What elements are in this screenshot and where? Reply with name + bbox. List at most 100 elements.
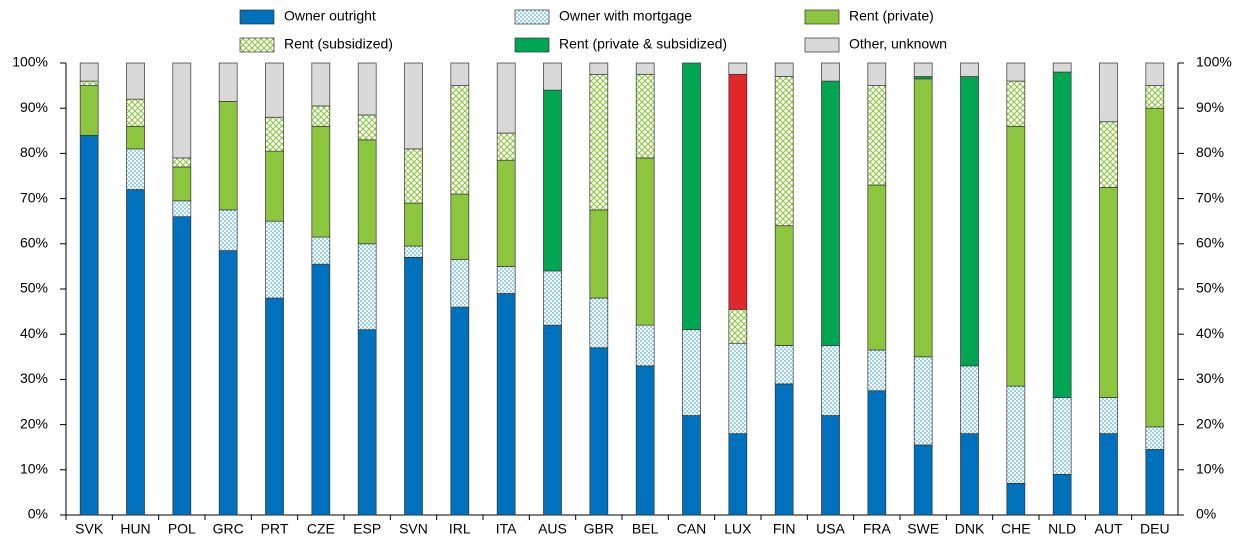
x-tick-label: NLD (1048, 521, 1076, 537)
bar-segment (126, 189, 145, 516)
bar-segment (404, 245, 423, 258)
x-tick-label: AUT (1095, 521, 1123, 537)
bar-segment (172, 216, 192, 516)
bar-segment (126, 98, 145, 127)
bar-segment (635, 73, 655, 159)
bar-segment (218, 62, 238, 102)
bar-segment (913, 356, 933, 446)
bar-segment (589, 347, 609, 516)
y2-tick-label: 20% (1196, 415, 1224, 431)
bar-segment (1145, 107, 1165, 428)
bar-segment (774, 345, 794, 385)
bar-segment (635, 324, 655, 367)
bar-segment (265, 62, 284, 118)
bar-segment (913, 444, 933, 516)
bar-segment (172, 62, 192, 159)
bar-segment (589, 73, 609, 211)
x-tick-label: CHE (1001, 521, 1031, 537)
y-tick-label: 80% (20, 144, 48, 160)
legend-swatch (239, 9, 275, 25)
bar-segment (126, 62, 145, 100)
bar-segment (218, 209, 238, 251)
bar-segment (126, 125, 145, 150)
x-tick-label: ITA (496, 521, 517, 537)
bar-segment (589, 209, 609, 299)
bar-segment (357, 243, 377, 331)
bar-segment (311, 105, 331, 127)
bar-segment (357, 114, 377, 141)
bar-segment (496, 62, 516, 134)
bar-segment (1006, 80, 1026, 127)
bar-segment (913, 62, 933, 77)
bar-segment (682, 415, 701, 516)
y-tick-label: 0% (28, 506, 48, 522)
bar-segment (1145, 62, 1165, 86)
bar-segment (450, 193, 470, 260)
bar-segment (1006, 385, 1026, 484)
bar-segment (635, 157, 655, 326)
bar-segment (357, 62, 377, 116)
bar-segment (450, 259, 470, 308)
bar-segment (728, 342, 748, 434)
bar-segment (357, 329, 377, 516)
x-tick-label: HUN (120, 521, 150, 537)
y2-tick-label: 40% (1196, 325, 1224, 341)
bar-segment (1099, 121, 1118, 188)
bar-segment (543, 324, 562, 516)
legend-swatch (239, 37, 275, 53)
x-tick-label: DNK (955, 521, 985, 537)
x-tick-label: AUS (538, 521, 567, 537)
bar-segment (311, 263, 331, 516)
bar-segment (79, 85, 99, 136)
bar-segment (728, 433, 748, 516)
x-tick-label: SWE (907, 521, 939, 537)
bar-segment (728, 308, 748, 344)
y-tick-label: 10% (20, 461, 48, 477)
bar-segment (404, 148, 423, 204)
bar-segment (265, 220, 284, 299)
bar-segment (589, 297, 609, 349)
x-tick-label: DEU (1140, 521, 1170, 537)
legend-swatch (804, 37, 840, 53)
y2-tick-label: 50% (1196, 280, 1224, 296)
y2-tick-label: 90% (1196, 99, 1224, 115)
x-tick-label: BEL (632, 521, 659, 537)
legend-swatch (514, 9, 550, 25)
bar-segment (265, 297, 284, 516)
legend-label: Other, unknown (849, 36, 947, 52)
bar-segment (960, 433, 979, 516)
bar-segment (774, 225, 794, 346)
x-tick-label: SVK (75, 521, 104, 537)
bar-segment (1006, 62, 1026, 82)
y-tick-label: 40% (20, 325, 48, 341)
bar-segment (635, 62, 655, 75)
bar-segment (821, 62, 840, 82)
y-tick-label: 50% (20, 280, 48, 296)
bar-segment (1145, 85, 1165, 109)
bar-segment (821, 415, 840, 516)
bar-segment (774, 62, 794, 77)
y2-tick-label: 60% (1196, 235, 1224, 251)
bar-segment (960, 365, 979, 434)
bar-segment (1052, 62, 1072, 73)
x-tick-label: FIN (773, 521, 796, 537)
y-tick-label: 70% (20, 189, 48, 205)
bar-segment (589, 62, 609, 75)
bar-segment (404, 62, 423, 150)
bar-segment (960, 62, 979, 77)
bar-segment (867, 184, 887, 351)
legend-swatch (804, 9, 840, 25)
bar-segment (79, 134, 99, 516)
bar-segment (172, 200, 192, 218)
bar-segment (265, 150, 284, 222)
x-tick-label: SVN (399, 521, 428, 537)
x-tick-label: FRA (863, 521, 892, 537)
bar-segment (867, 62, 887, 86)
y-tick-label: 30% (20, 370, 48, 386)
y-tick-label: 100% (12, 54, 48, 70)
bar-segment (1099, 62, 1118, 123)
bar-segment (311, 125, 331, 238)
y2-tick-label: 70% (1196, 189, 1224, 205)
bar-segment (1145, 426, 1165, 450)
legend-label: Owner with mortgage (559, 8, 692, 24)
